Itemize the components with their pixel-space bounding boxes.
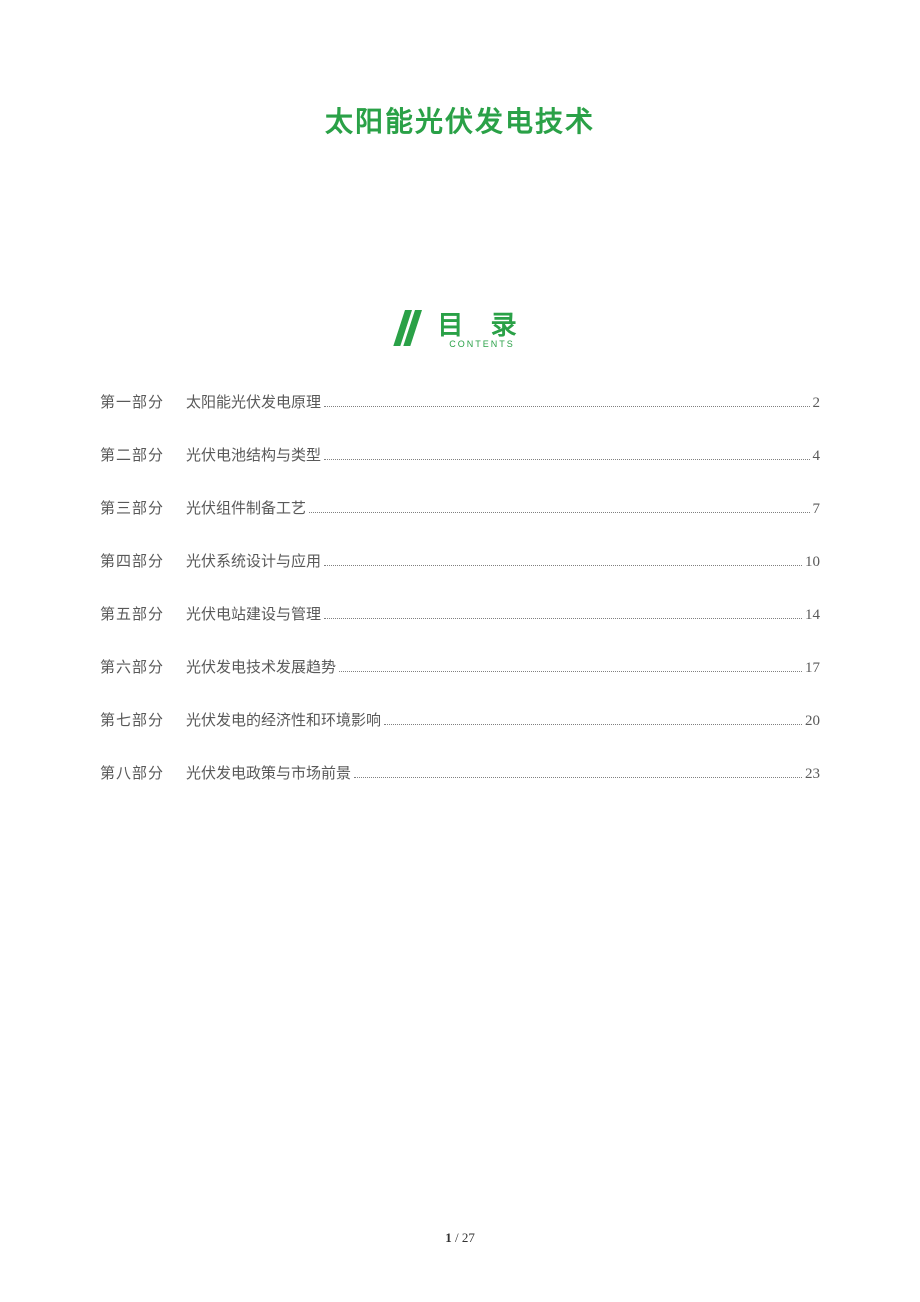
toc-item-title: 光伏发电技术发展趋势: [186, 656, 336, 677]
toc-heading: 目 录 CONTENTS: [100, 310, 820, 351]
toc-leader: [309, 512, 809, 513]
toc-page-number: 4: [813, 448, 821, 465]
toc-leader: [324, 406, 809, 407]
toc-page-number: 23: [805, 766, 820, 783]
toc-row: 第一部分 太阳能光伏发电原理 2: [100, 391, 820, 412]
toc-page-number: 2: [813, 395, 821, 412]
toc-item-title: 太阳能光伏发电原理: [186, 391, 321, 412]
page-footer: 1 / 27: [0, 1230, 920, 1246]
toc-row: 第八部分 光伏发电政策与市场前景 23: [100, 762, 820, 783]
toc-leader: [324, 618, 802, 619]
toc-page-number: 10: [805, 554, 820, 571]
toc-row: 第六部分 光伏发电技术发展趋势 17: [100, 656, 820, 677]
toc-leader: [384, 724, 802, 725]
toc-part: 第五部分: [100, 603, 164, 624]
toc-leader: [354, 777, 802, 778]
toc-item-title: 光伏电站建设与管理: [186, 603, 321, 624]
toc-row: 第五部分 光伏电站建设与管理 14: [100, 603, 820, 624]
toc-list: 第一部分 太阳能光伏发电原理 2 第二部分 光伏电池结构与类型 4 第三部分 光…: [100, 391, 820, 783]
toc-part: 第六部分: [100, 656, 164, 677]
stripes-icon: [393, 310, 427, 351]
toc-item-title: 光伏发电政策与市场前景: [186, 762, 351, 783]
page-sep: /: [452, 1230, 462, 1245]
toc-page-number: 17: [805, 660, 820, 677]
toc-leader: [324, 565, 802, 566]
toc-page-number: 20: [805, 713, 820, 730]
toc-item-title: 光伏电池结构与类型: [186, 444, 321, 465]
toc-part: 第一部分: [100, 391, 164, 412]
toc-page-number: 14: [805, 607, 820, 624]
toc-part: 第四部分: [100, 550, 164, 571]
toc-part: 第三部分: [100, 497, 164, 518]
toc-part: 第七部分: [100, 709, 164, 730]
toc-row: 第七部分 光伏发电的经济性和环境影响 20: [100, 709, 820, 730]
toc-part: 第二部分: [100, 444, 164, 465]
toc-row: 第二部分 光伏电池结构与类型 4: [100, 444, 820, 465]
toc-sublabel: CONTENTS: [449, 340, 515, 349]
document-title: 太阳能光伏发电技术: [100, 100, 820, 140]
toc-leader: [324, 459, 809, 460]
toc-page-number: 7: [813, 501, 821, 518]
toc-item-title: 光伏系统设计与应用: [186, 550, 321, 571]
toc-leader: [339, 671, 802, 672]
toc-label: 目 录: [437, 312, 526, 338]
toc-row: 第三部分 光伏组件制备工艺 7: [100, 497, 820, 518]
toc-part: 第八部分: [100, 762, 164, 783]
toc-item-title: 光伏发电的经济性和环境影响: [186, 709, 381, 730]
toc-item-title: 光伏组件制备工艺: [186, 497, 306, 518]
page-total: 27: [462, 1230, 475, 1245]
toc-row: 第四部分 光伏系统设计与应用 10: [100, 550, 820, 571]
